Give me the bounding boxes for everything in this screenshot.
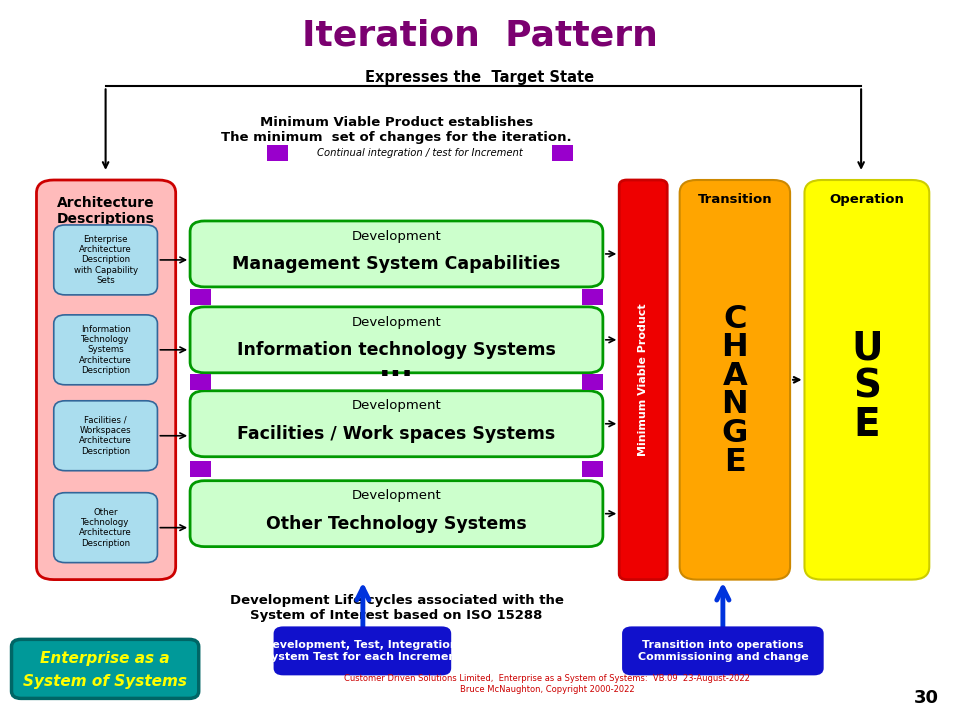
Text: Minimum Viable Product establishes
The minimum  set of changes for the iteration: Minimum Viable Product establishes The m…: [221, 116, 572, 143]
Text: Other Technology Systems: Other Technology Systems: [266, 515, 527, 533]
Text: Based on ISO 42010: Based on ISO 42010: [54, 251, 158, 261]
Text: Transition into operations
Commissioning and change: Transition into operations Commissioning…: [637, 640, 808, 662]
Text: Management System Capabilities: Management System Capabilities: [232, 255, 561, 273]
Text: Expresses the  Target State: Expresses the Target State: [366, 70, 594, 84]
Text: Development Life cycles associated with the
System of Interest based on ISO 1528: Development Life cycles associated with …: [229, 595, 564, 622]
FancyBboxPatch shape: [680, 180, 790, 580]
FancyBboxPatch shape: [267, 145, 288, 161]
Text: Information
Technology
Systems
Architecture
Description: Information Technology Systems Architect…: [80, 325, 132, 375]
FancyBboxPatch shape: [54, 225, 157, 295]
Text: C
H
A
N
G
E: C H A N G E: [722, 304, 748, 477]
FancyBboxPatch shape: [622, 626, 824, 675]
Text: Enterprise
Architecture
Description
with Capability
Sets: Enterprise Architecture Description with…: [74, 235, 137, 285]
FancyBboxPatch shape: [190, 374, 211, 390]
Text: Other
Technology
Architecture
Description: Other Technology Architecture Descriptio…: [80, 508, 132, 548]
FancyBboxPatch shape: [36, 180, 176, 580]
FancyBboxPatch shape: [190, 481, 603, 546]
FancyBboxPatch shape: [619, 180, 667, 580]
FancyBboxPatch shape: [190, 289, 211, 305]
Text: Customer Driven Solutions Limited,  Enterprise as a System of Systems:  VB.09  2: Customer Driven Solutions Limited, Enter…: [345, 675, 750, 693]
FancyBboxPatch shape: [582, 374, 603, 390]
Text: Development: Development: [351, 230, 442, 243]
Text: Development: Development: [351, 490, 442, 503]
Text: Facilities / Work spaces Systems: Facilities / Work spaces Systems: [237, 425, 556, 443]
FancyBboxPatch shape: [190, 391, 603, 456]
Text: Operation: Operation: [829, 193, 904, 206]
Text: Development: Development: [351, 400, 442, 413]
FancyBboxPatch shape: [54, 401, 157, 471]
Text: Enterprise as a: Enterprise as a: [40, 652, 170, 666]
FancyBboxPatch shape: [274, 626, 451, 675]
Text: Information technology Systems: Information technology Systems: [237, 341, 556, 359]
Text: ...: ...: [379, 354, 414, 382]
Text: U
S
E: U S E: [852, 330, 882, 444]
FancyBboxPatch shape: [804, 180, 929, 580]
Text: Continual integration / test for Increment: Continual integration / test for Increme…: [317, 148, 523, 158]
Text: Minimum Viable Product: Minimum Viable Product: [638, 304, 648, 456]
FancyBboxPatch shape: [12, 639, 199, 698]
Text: 30: 30: [914, 690, 939, 707]
FancyBboxPatch shape: [190, 461, 211, 477]
FancyBboxPatch shape: [190, 221, 603, 287]
FancyBboxPatch shape: [552, 145, 573, 161]
FancyBboxPatch shape: [190, 307, 603, 373]
Text: Transition: Transition: [698, 193, 772, 206]
Text: Facilities /
Workspaces
Architecture
Description: Facilities / Workspaces Architecture Des…: [80, 415, 132, 456]
Text: Iteration  Pattern: Iteration Pattern: [302, 19, 658, 53]
Text: Architecture
Descriptions: Architecture Descriptions: [58, 196, 155, 226]
Text: Development, Test, Integration,
System Test for each Increment: Development, Test, Integration, System T…: [263, 640, 462, 662]
Text: System of Systems: System of Systems: [23, 675, 187, 689]
FancyBboxPatch shape: [582, 289, 603, 305]
Text: Development: Development: [351, 315, 442, 328]
FancyBboxPatch shape: [54, 492, 157, 562]
FancyBboxPatch shape: [582, 461, 603, 477]
FancyBboxPatch shape: [54, 315, 157, 384]
